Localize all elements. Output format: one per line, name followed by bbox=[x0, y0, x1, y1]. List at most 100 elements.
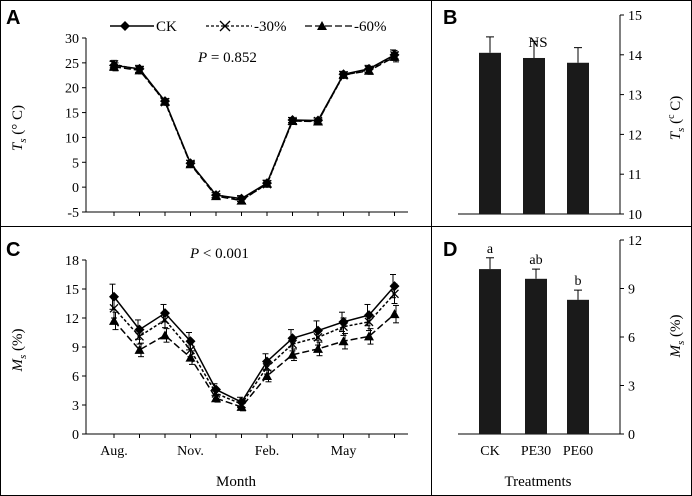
panel-c-series-1 bbox=[109, 283, 399, 409]
legend-label-ck: CK bbox=[156, 19, 177, 35]
panel-c-point-stroke-2 bbox=[364, 317, 374, 327]
panel-d-ylabel-unit: (%) bbox=[668, 314, 684, 340]
panel-a-annotation-value: = 0.852 bbox=[207, 50, 257, 66]
panel-a-point bbox=[262, 178, 272, 188]
panel-letter-a: A bbox=[6, 7, 20, 29]
panel-c-point bbox=[364, 317, 374, 327]
legend-marker-60 bbox=[317, 21, 327, 30]
panel-d-ytick-label: 3 bbox=[628, 380, 635, 395]
panel-c-xtick-label: Nov. bbox=[177, 444, 204, 459]
panel-d-ytick-label: 0 bbox=[628, 428, 635, 443]
panel-c-annotation-p: P bbox=[189, 246, 199, 262]
panel-d-ytick-label: 6 bbox=[628, 331, 635, 346]
panel-c-point bbox=[185, 352, 196, 362]
panel-c-point bbox=[185, 336, 196, 347]
panel-c-point bbox=[313, 332, 323, 342]
panel-c-line-1 bbox=[113, 293, 396, 405]
panel-d-ylabel: Ms (%) bbox=[668, 314, 687, 358]
panel-c-point bbox=[109, 303, 119, 313]
panel-c-point-stroke-2 bbox=[135, 331, 144, 341]
panel-c-ytick-label: 9 bbox=[72, 341, 79, 356]
panel-letter-c: C bbox=[6, 239, 20, 261]
panel-a-annotation-p: P bbox=[197, 50, 207, 66]
panel-a-ytick-label: 20 bbox=[65, 82, 79, 97]
panel-a-series-1 bbox=[109, 49, 399, 205]
panel-b-bar bbox=[523, 57, 545, 214]
panel-c-chart: P < 0.001 Ms (%) Month 0 3 6 9 12 15 18 Aug. Nov… bbox=[10, 246, 408, 490]
panel-a-chart: P = 0.852 Ts (° C) -5 0 5 10 15 20 25 30 bbox=[10, 32, 408, 221]
legend-marker-ck bbox=[120, 21, 130, 31]
panel-c-point-stroke-2 bbox=[339, 322, 348, 332]
panel-letter-d: D bbox=[443, 239, 457, 261]
panel-c-point-stroke-2 bbox=[390, 289, 399, 299]
panel-c-point bbox=[313, 343, 323, 353]
legend-label-60: -60% bbox=[354, 19, 387, 35]
panel-a-ytick-label: 10 bbox=[65, 131, 79, 146]
panel-c-series-0 bbox=[109, 274, 400, 408]
panel-a-ylabel-unit: (° C) bbox=[10, 105, 26, 139]
panel-a-series-0 bbox=[109, 49, 400, 204]
panel-c-ytick-label: 3 bbox=[72, 399, 79, 414]
panel-c-point bbox=[338, 336, 349, 346]
panel-c-point bbox=[364, 331, 374, 341]
panel-c-point-stroke-2 bbox=[186, 345, 195, 355]
panel-a-series-2 bbox=[109, 51, 400, 205]
panel-d-ytick-label: 9 bbox=[628, 283, 635, 298]
panel-b-ytick-label: 11 bbox=[628, 168, 641, 183]
panel-a-ytick-label: 15 bbox=[65, 107, 79, 122]
panel-b-ylabel-open: ( bbox=[668, 119, 684, 128]
panel-b-ytick-label: 10 bbox=[628, 208, 642, 223]
panel-b-ytick-label: 13 bbox=[628, 89, 642, 104]
panel-a-ytick-label: 25 bbox=[65, 57, 79, 72]
panel-a-point bbox=[364, 65, 374, 75]
panel-d-significance-letter: b bbox=[575, 274, 582, 289]
panel-a-point bbox=[389, 51, 400, 61]
panel-a-point bbox=[134, 65, 145, 75]
panel-d-bar bbox=[479, 269, 501, 434]
panel-b-ylabel-main: T bbox=[668, 130, 684, 140]
panel-c-point bbox=[262, 371, 272, 380]
panel-c-ylabel-main: M bbox=[10, 358, 26, 373]
panel-c-annotation: P < 0.001 bbox=[189, 246, 249, 262]
panel-c-annotation-value: < 0.001 bbox=[199, 246, 249, 262]
panel-b-ylabel-sup: c bbox=[666, 114, 677, 119]
panel-a-point bbox=[109, 61, 119, 71]
panel-b-ylabel-close: C) bbox=[668, 96, 684, 115]
panel-c-ylabel-unit: (%) bbox=[10, 328, 26, 354]
panel-c-point bbox=[109, 291, 119, 302]
panel-c-xtick-label: Feb. bbox=[255, 444, 280, 459]
panel-a-point bbox=[236, 195, 247, 205]
panel-a-point bbox=[313, 116, 323, 126]
panel-c-point bbox=[389, 309, 400, 319]
panel-c-line-0 bbox=[113, 285, 396, 404]
panel-a-ylabel-main: T bbox=[10, 141, 26, 151]
panel-b-bar bbox=[479, 52, 501, 215]
panel-a-point bbox=[160, 96, 170, 106]
panel-c-ylabel: Ms (%) bbox=[10, 328, 29, 372]
panel-c-xlabel: Month bbox=[216, 474, 257, 490]
panel-c-ytick-label: 18 bbox=[65, 254, 79, 269]
panel-c-point bbox=[287, 349, 298, 359]
panel-c-point bbox=[211, 393, 221, 403]
panel-c-point bbox=[134, 344, 145, 354]
panel-d-ylabel-main: M bbox=[668, 344, 684, 359]
panel-c-point bbox=[236, 401, 247, 411]
panel-d-chart: Ms (%) Treatments 0 3 6 9 12 a CK ab PE30 b PE60 bbox=[458, 234, 687, 490]
panel-a-ylabel-sub: s bbox=[17, 138, 29, 142]
panel-c-line-2 bbox=[113, 313, 395, 408]
panel-b-annotation: NS bbox=[528, 35, 547, 51]
legend: CK -30% -60% bbox=[110, 19, 387, 35]
panel-d-ytick-label: 12 bbox=[628, 234, 642, 249]
panel-c-point bbox=[339, 322, 348, 332]
panel-c-point bbox=[186, 345, 195, 355]
panel-a-ytick-label: 30 bbox=[65, 32, 79, 47]
panel-b-ytick-label: 12 bbox=[628, 128, 642, 143]
panel-c-ylabel-sub: s bbox=[17, 355, 29, 359]
panel-d-bar bbox=[567, 299, 589, 434]
panel-a-line-0 bbox=[113, 54, 395, 200]
panel-a-annotation: P = 0.852 bbox=[197, 50, 257, 66]
panel-a-point bbox=[338, 69, 349, 79]
panel-c-xtick-label: Aug. bbox=[100, 444, 128, 459]
panel-d-bar bbox=[525, 278, 547, 434]
